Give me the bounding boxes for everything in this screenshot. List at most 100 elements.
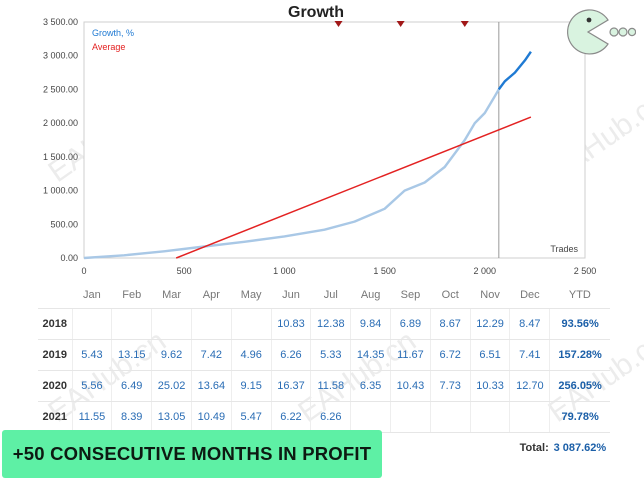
month-return-cell: 9.15: [230, 370, 272, 402]
x-tick-label: 2 000: [474, 266, 497, 276]
month-return-cell: [111, 308, 152, 340]
month-return-cell: [190, 308, 232, 340]
series-growth-line: [83, 88, 500, 260]
month-return-cell: 11.67: [390, 339, 431, 371]
month-return-cell: [390, 401, 431, 433]
month-return-cell: 10.49: [190, 401, 232, 433]
growth-chart: Growth 3 500.00 3 000.00 2 500.00 2 000.00 1…: [43, 4, 596, 276]
month-return-cell: 16.37: [270, 370, 311, 402]
header-sep: Sep: [390, 282, 431, 309]
month-return-cell: 4.96: [230, 339, 272, 371]
header-oct: Oct: [430, 282, 471, 309]
header-jun: Jun: [271, 282, 311, 309]
header-feb: Feb: [111, 282, 152, 309]
y-tick-label: 2 000.00: [43, 118, 78, 128]
month-return-cell: 8.47: [509, 308, 550, 340]
header-may: May: [231, 282, 272, 309]
month-return-cell: 11.58: [310, 370, 351, 402]
x-tick-label: 1 000: [273, 266, 296, 276]
total-row: Total: 3 087.62%: [38, 433, 610, 464]
legend-average: Average: [92, 42, 125, 52]
month-return-cell: 6.72: [429, 339, 471, 371]
header-jul: Jul: [310, 282, 351, 309]
month-return-cell: 13.05: [151, 401, 192, 433]
y-tick-label: 1 500.00: [43, 152, 78, 162]
ytd-cell: 256.05%: [549, 370, 610, 402]
month-return-cell: 25.02: [151, 370, 192, 402]
month-return-cell: 5.56: [71, 370, 112, 402]
y-tick-label: 1 000.00: [43, 186, 78, 196]
x-tick-label: 2 500: [574, 266, 597, 276]
y-tick-label: 500.00: [50, 219, 78, 229]
month-return-cell: [429, 401, 471, 433]
promo-text: +50 CONSECUTIVE MONTHS IN PROFIT: [12, 443, 372, 464]
month-return-cell: 6.51: [469, 339, 510, 371]
x-tick-label: 0: [81, 266, 86, 276]
month-return-cell: 6.26: [310, 401, 351, 433]
table-row: 2021 11.55 8.39 13.05 10.49 5.47 6.22 6.26 79.78…: [38, 401, 610, 433]
month-return-cell: 6.35: [350, 370, 391, 402]
total-label: Total:: [519, 442, 549, 454]
ytd-cell: 157.28%: [549, 339, 610, 371]
month-return-cell: 5.47: [230, 401, 272, 433]
month-return-cell: 9.84: [350, 308, 391, 340]
row-year: 2018: [38, 308, 73, 340]
promo-banner: +50 CONSECUTIVE MONTHS IN PROFIT: [2, 430, 382, 478]
month-return-cell: 12.38: [310, 308, 351, 340]
legend-growth: Growth, %: [92, 28, 134, 38]
month-return-cell: 7.42: [190, 339, 232, 371]
table-row: 2018 10.83 12.38 9.84 6.89 8.67 12.29 8.47 93.56…: [38, 308, 610, 340]
y-tick-label: 0.00: [60, 253, 78, 263]
month-return-cell: 12.29: [469, 308, 510, 340]
month-return-cell: [151, 308, 192, 340]
month-return-cell: 8.67: [429, 308, 471, 340]
row-year: 2021: [38, 401, 73, 433]
y-axis: 3 500.00 3 000.00 2 500.00 2 000.00 1 500.00…: [43, 17, 78, 263]
month-return-cell: 14.35: [350, 339, 391, 371]
x-axis: 0 500 1 000 1 500 2 000 2 500: [81, 266, 596, 276]
month-return-cell: [230, 308, 272, 340]
month-return-cell: 5.43: [71, 339, 112, 371]
y-tick-label: 3 000.00: [43, 51, 78, 61]
series-growth-line-recent: [497, 51, 532, 91]
pacman-logo-icon: [567, 9, 636, 55]
ytd-cell: 93.56%: [549, 308, 610, 340]
trades-label: Trades: [550, 244, 578, 254]
x-tick-label: 1 500: [373, 266, 396, 276]
month-return-cell: 5.33: [310, 339, 351, 371]
triangle-down-marker-icon: [396, 21, 405, 27]
month-return-cell: 13.64: [190, 370, 232, 402]
x-tick-label: 500: [177, 266, 192, 276]
month-return-cell: 8.39: [111, 401, 152, 433]
plot-area: [83, 21, 586, 259]
row-year: 2019: [38, 339, 73, 371]
header-ytd: YTD: [549, 282, 610, 309]
y-tick-label: 2 500.00: [43, 84, 78, 94]
header-apr: Apr: [191, 282, 232, 309]
month-return-cell: 6.89: [390, 308, 431, 340]
month-return-cell: 6.49: [111, 370, 152, 402]
month-return-cell: 6.22: [270, 401, 311, 433]
ytd-cell: 79.78%: [549, 401, 610, 433]
table-header-row: Jan Feb Mar Apr May Jun Jul Aug Sep Oct Nov Dec YTD: [38, 282, 610, 309]
month-return-cell: 7.41: [509, 339, 550, 371]
table-row: 2020 5.56 6.49 25.02 13.64 9.15 16.37 11.58 6.35…: [38, 370, 610, 402]
month-return-cell: 7.73: [429, 370, 471, 402]
row-year: 2020: [38, 370, 73, 402]
month-return-cell: 10.83: [270, 308, 311, 340]
month-return-cell: 13.15: [111, 339, 152, 371]
triangle-down-marker-icon: [334, 21, 343, 27]
month-return-cell: [350, 401, 391, 433]
y-tick-label: 3 500.00: [43, 17, 78, 27]
total-value: 3 087.62%: [553, 442, 607, 454]
month-return-cell: 6.26: [270, 339, 311, 371]
header-mar: Mar: [151, 282, 192, 309]
month-return-cell: [469, 401, 510, 433]
month-return-cell: 10.33: [469, 370, 510, 402]
month-return-cell: [71, 308, 112, 340]
header-jan: Jan: [72, 282, 112, 309]
month-return-cell: 9.62: [151, 339, 192, 371]
month-return-cell: 11.55: [71, 401, 112, 433]
month-return-cell: 10.43: [390, 370, 431, 402]
month-return-cell: 12.70: [509, 370, 550, 402]
